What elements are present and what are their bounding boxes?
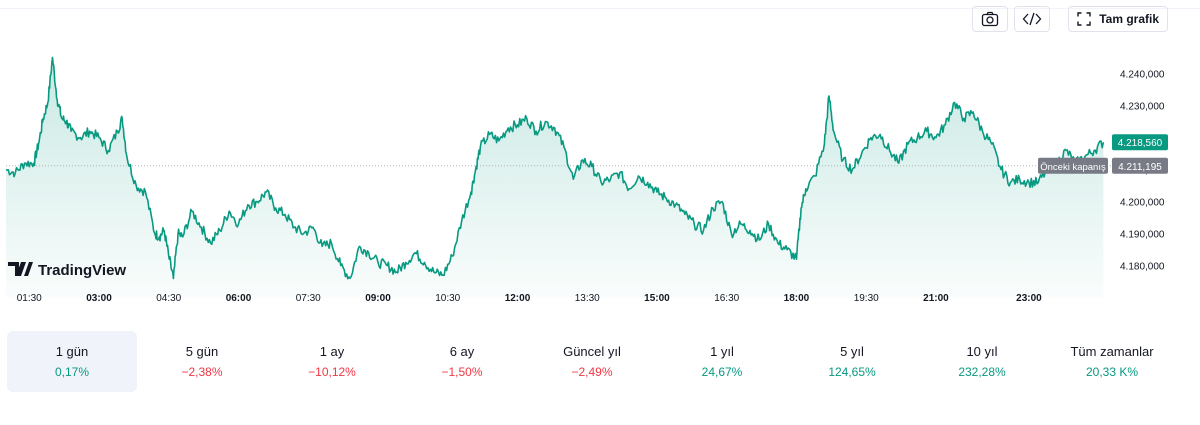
range-change: −2,38% <box>181 365 223 379</box>
x-tick-label: 12:00 <box>505 293 531 304</box>
range-change: −1,50% <box>441 365 483 379</box>
last-price-badge <box>1112 134 1168 151</box>
range-button[interactable]: 5 gün −2,38% <box>137 331 267 392</box>
range-label: 6 ay <box>449 344 475 359</box>
x-tick-label: 06:00 <box>226 293 252 304</box>
range-label: Güncel yıl <box>563 344 621 359</box>
price-chart[interactable]: 4.240,0004.230,0004.220,0004.210,0004.20… <box>0 30 1200 310</box>
range-button[interactable]: 1 yıl 24,67% <box>657 331 787 392</box>
code-icon <box>1022 12 1042 26</box>
x-tick-label: 03:00 <box>86 293 112 304</box>
price-area-fill <box>6 57 1104 298</box>
y-tick-label: 4.190,000 <box>1120 230 1165 241</box>
range-button[interactable]: 1 ay −10,12% <box>267 331 397 392</box>
range-change: 232,28% <box>958 365 1006 379</box>
range-change: −10,12% <box>308 365 356 379</box>
x-tick-label: 15:00 <box>644 293 670 304</box>
range-change: −2,49% <box>571 365 613 379</box>
range-label: 10 yıl <box>966 344 998 359</box>
previous-close-badge <box>1112 157 1168 174</box>
range-label: 5 gün <box>185 344 219 359</box>
range-button[interactable]: 10 yıl 232,28% <box>917 331 1047 392</box>
x-tick-label: 09:00 <box>365 293 391 304</box>
previous-close-caption: Önceki kapanış <box>1040 162 1106 173</box>
range-button[interactable]: 1 gün 0,17% <box>7 331 137 392</box>
x-tick-label: 10:30 <box>435 293 460 304</box>
x-tick-label: 18:00 <box>784 293 810 304</box>
period-selector: 1 gün 0,17% 5 gün −2,38% 1 ay −10,12% 6 ay −1,5… <box>7 331 1177 392</box>
price-line <box>5 56 1105 280</box>
x-tick-label: 19:30 <box>854 293 879 304</box>
range-change: 24,67% <box>701 365 743 379</box>
range-label: 1 yıl <box>710 344 734 359</box>
chart-toolbar: Tam grafik <box>972 6 1168 32</box>
range-label: Tüm zamanlar <box>1070 344 1154 359</box>
last-price-label: 4.218,560 <box>1118 138 1163 149</box>
fullscreen-button[interactable]: Tam grafik <box>1068 6 1168 32</box>
camera-icon <box>982 11 999 27</box>
tradingview-logo: TradingView <box>8 262 126 279</box>
tradingview-mark-icon <box>8 262 33 276</box>
range-label: 1 ay <box>319 344 345 359</box>
fullscreen-icon <box>1077 12 1091 26</box>
range-change: 0,17% <box>54 365 90 379</box>
x-tick-label: 07:30 <box>296 293 321 304</box>
range-change: 20,33 K% <box>1085 365 1139 379</box>
y-tick-label: 4.240,000 <box>1120 70 1165 81</box>
previous-close-tag <box>1038 157 1108 174</box>
tradingview-wordmark: TradingView <box>38 262 126 279</box>
y-tick-label: 4.200,000 <box>1120 198 1165 209</box>
y-tick-label: 4.180,000 <box>1120 262 1165 273</box>
range-button[interactable]: Güncel yıl −2,49% <box>527 331 657 392</box>
range-change: 124,65% <box>828 365 876 379</box>
previous-close-value: 4.211,195 <box>1118 162 1162 173</box>
x-tick-label: 21:00 <box>923 293 949 304</box>
range-button[interactable]: Tüm zamanlar 20,33 K% <box>1047 331 1177 392</box>
y-tick-label: 4.230,000 <box>1120 102 1165 113</box>
range-button[interactable]: 5 yıl 124,65% <box>787 331 917 392</box>
embed-button[interactable] <box>1014 6 1051 32</box>
x-tick-label: 13:30 <box>575 293 600 304</box>
screenshot-button[interactable] <box>972 6 1009 32</box>
x-tick-label: 23:00 <box>1016 293 1042 304</box>
range-label: 5 yıl <box>840 344 864 359</box>
range-button[interactable]: 6 ay −1,50% <box>397 331 527 392</box>
x-tick-label: 16:30 <box>714 293 739 304</box>
top-divider <box>0 8 1200 9</box>
fullscreen-label: Tam grafik <box>1099 12 1159 26</box>
x-tick-label: 01:30 <box>17 293 42 304</box>
x-tick-label: 04:30 <box>156 293 181 304</box>
range-label: 1 gün <box>55 344 89 359</box>
